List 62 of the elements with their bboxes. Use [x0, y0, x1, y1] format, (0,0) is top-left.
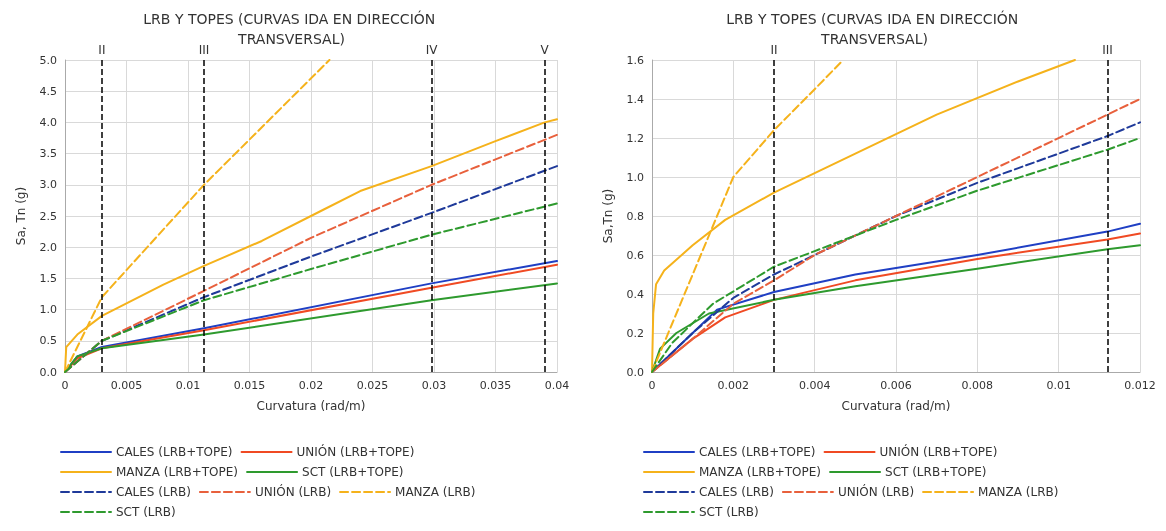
ref-line-label: III [1102, 43, 1113, 57]
x-tick-label: 0.002 [717, 379, 750, 392]
legend-label: CALES (LRB) [699, 485, 774, 499]
legend-label: UNIÓN (LRB) [254, 484, 332, 499]
x-tick-label: 0.03 [421, 379, 447, 392]
y-tick-label: 4.5 [39, 84, 57, 98]
y-axis-title: Sa,Tn (g) [601, 188, 615, 244]
x-tick-label: 0.01 [175, 379, 201, 392]
legend-label: MANZA (LRB) [978, 485, 1059, 499]
y-tick-label: 1.0 [39, 303, 57, 317]
ref-line-label: IV [425, 43, 439, 57]
x-tick-label: 0.01 [1046, 379, 1071, 392]
x-tick-label: 0.015 [233, 379, 266, 392]
x-tick-label: 0.005 [110, 379, 143, 392]
y-tick-label: 5.0 [39, 53, 57, 67]
legend-label: SCT (LRB) [699, 505, 759, 519]
y-tick-label: 0.0 [626, 365, 644, 379]
legend-label: SCT (LRB) [116, 505, 176, 519]
x-tick-label: 0.008 [961, 379, 994, 392]
legend-label: MANZA (LRB) [395, 485, 476, 499]
legend-label: CALES (LRB+TOPE) [116, 445, 233, 459]
y-tick-label: 0.0 [39, 365, 57, 379]
legend-label: UNIÓN (LRB+TOPE) [296, 444, 415, 459]
legend-label: SCT (LRB+TOPE) [885, 465, 987, 479]
y-tick-label: 1.0 [626, 170, 644, 184]
y-tick-label: 1.2 [626, 131, 644, 145]
x-tick-label: 0.025 [356, 379, 389, 392]
x-tick-label: 0.004 [798, 379, 831, 392]
y-tick-label: 4.0 [39, 115, 57, 129]
y-tick-label: 0.4 [626, 287, 644, 301]
y-tick-label: 0.8 [626, 209, 644, 223]
x-axis-title: Curvatura (rad/m) [841, 399, 951, 413]
legend-label: MANZA (LRB+TOPE) [116, 465, 239, 479]
y-tick-label: 0.2 [626, 326, 644, 340]
ref-line-label: III [198, 43, 210, 57]
y-tick-label: 2.0 [39, 240, 57, 254]
legend-label: UNIÓN (LRB) [837, 484, 915, 499]
ref-line-label: II [98, 43, 106, 57]
x-tick-label: 0 [648, 379, 656, 392]
legend-label: SCT (LRB+TOPE) [302, 465, 404, 479]
ref-line-label: V [540, 43, 550, 57]
x-tick-label: 0.012 [1124, 379, 1156, 392]
legend-label: UNIÓN (LRB+TOPE) [879, 444, 998, 459]
x-axis-title: Curvatura (rad/m) [256, 399, 366, 413]
x-tick-label: 0.035 [479, 379, 512, 392]
legend-label: MANZA (LRB+TOPE) [699, 465, 822, 479]
y-tick-label: 1.5 [39, 271, 57, 285]
x-tick-label: 0 [61, 379, 69, 392]
y-tick-label: 1.4 [626, 92, 644, 106]
legend-label: CALES (LRB+TOPE) [699, 445, 816, 459]
y-tick-label: 0.6 [626, 248, 644, 262]
x-tick-label: 0.006 [880, 379, 912, 392]
y-tick-label: 0.5 [39, 334, 57, 348]
ref-line-label: II [770, 43, 778, 57]
y-tick-label: 2.5 [39, 209, 57, 223]
legend-label: CALES (LRB) [116, 485, 191, 499]
y-tick-label: 1.6 [626, 53, 644, 67]
y-tick-label: 3.0 [39, 178, 57, 192]
y-axis-title: Sa, Tn (g) [14, 186, 28, 246]
y-tick-label: 3.5 [39, 147, 57, 161]
x-tick-label: 0.02 [298, 379, 324, 392]
x-tick-label: 0.04 [544, 379, 570, 392]
